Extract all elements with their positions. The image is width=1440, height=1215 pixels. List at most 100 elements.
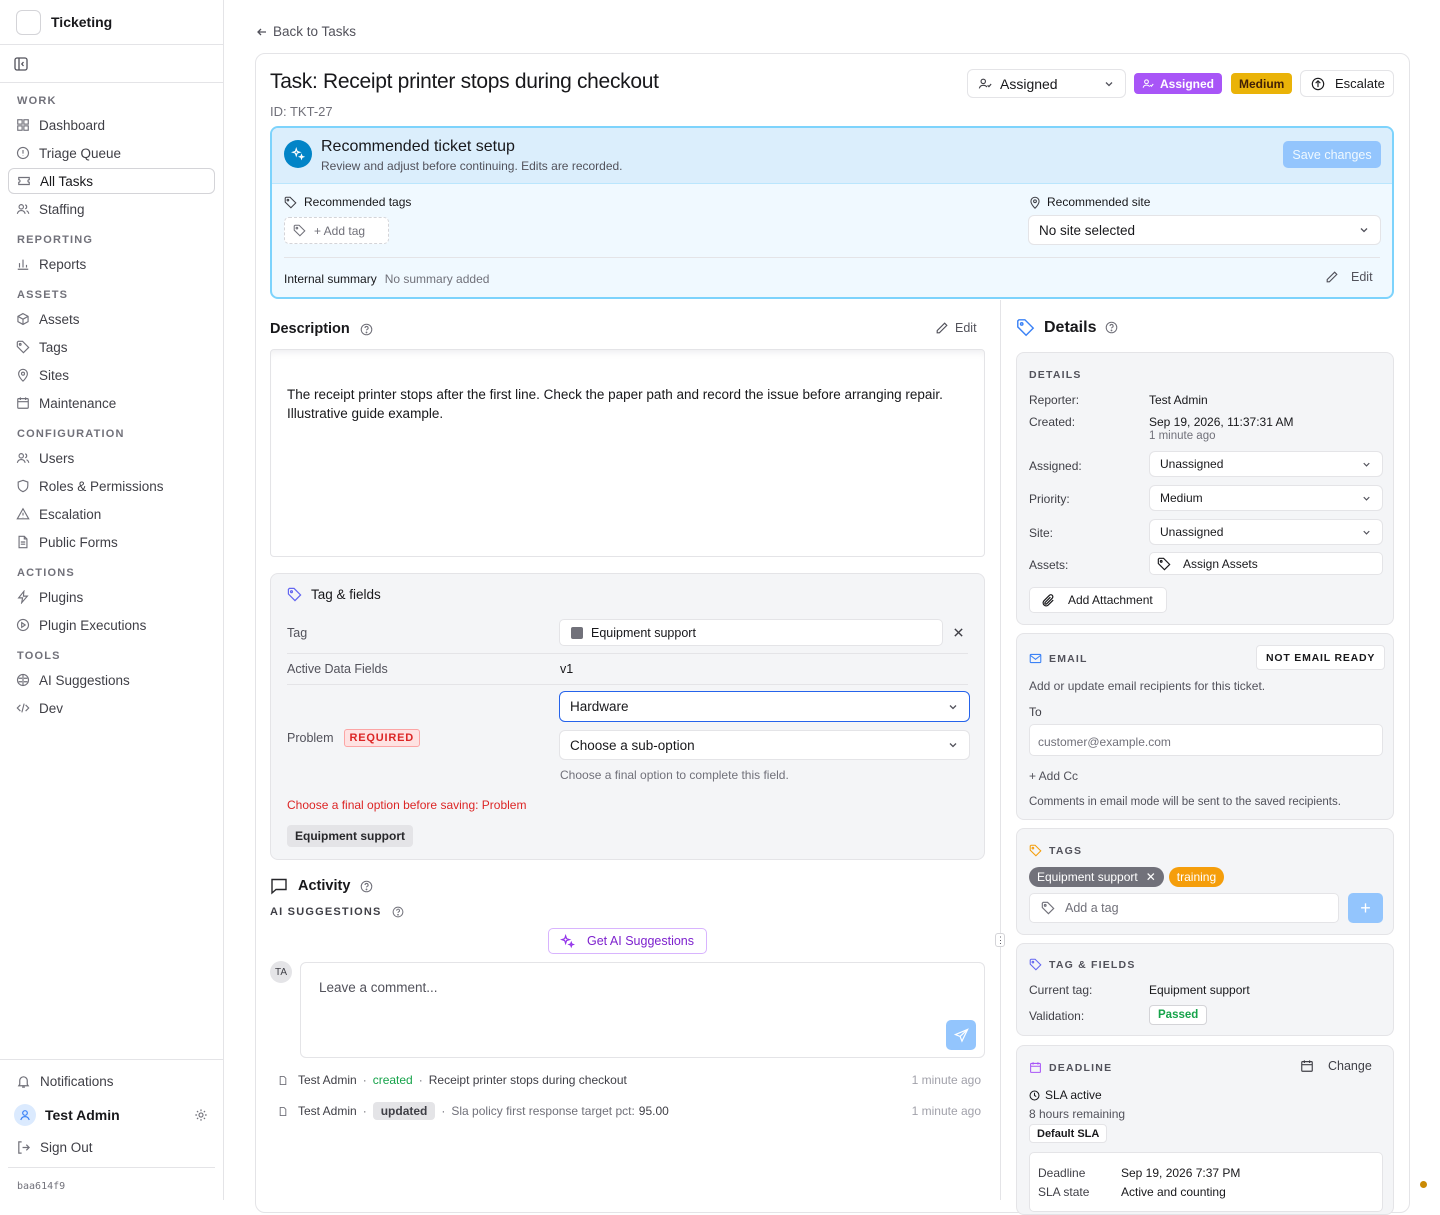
tag-chip: Equipment support — [287, 825, 413, 847]
calendar-icon — [1301, 1060, 1313, 1072]
user-menu[interactable]: Test Admin — [8, 1102, 215, 1128]
sidebar-item-tags[interactable]: Tags — [8, 334, 215, 360]
recommended-tags-header: Recommended tags — [284, 195, 411, 209]
sidebar-item-staffing[interactable]: Staffing — [8, 196, 215, 222]
add-cc-button[interactable]: + Add Cc — [1029, 769, 1079, 783]
sidebar-item-users[interactable]: Users — [8, 445, 215, 471]
activity-title: Activity — [298, 878, 351, 894]
tag-chip-label: Equipment support — [1037, 870, 1138, 884]
nav-section-label: WORK — [17, 95, 57, 107]
remove-tag-icon[interactable]: ✕ — [1145, 870, 1156, 884]
sidebar-item-roles-permissions[interactable]: Roles & Permissions — [8, 473, 215, 499]
required-badge: REQUIRED — [343, 729, 421, 747]
help-icon[interactable] — [360, 323, 373, 336]
help-icon[interactable] — [360, 880, 373, 893]
assigned-select[interactable]: Unassigned — [1149, 451, 1383, 477]
tags-panel: TAGS Equipment support ✕ training Add a … — [1016, 828, 1394, 935]
activity-action: updated — [372, 1102, 436, 1120]
sidebar-item-label: Assets — [39, 311, 80, 327]
sidebar-item-triage-queue[interactable]: Triage Queue — [8, 140, 215, 166]
escalate-button[interactable]: Escalate — [1300, 70, 1394, 97]
sidebar-item-label: Public Forms — [39, 534, 118, 550]
send-button[interactable] — [946, 1020, 976, 1050]
internal-summary-label: Internal summary — [284, 272, 377, 286]
sidebar-item-label: Dashboard — [39, 117, 106, 133]
sidebar-item-dev[interactable]: Dev — [8, 695, 215, 721]
description-edit-button[interactable]: Edit — [935, 321, 977, 335]
sla-state-value: Active and counting — [1121, 1185, 1226, 1199]
recommended-site-header: Recommended site — [1029, 195, 1150, 209]
add-tag-button[interactable]: + Add tag — [284, 217, 389, 244]
save-changes-button[interactable]: Save changes — [1283, 141, 1381, 168]
site-select[interactable]: Unassigned — [1149, 519, 1383, 545]
add-tag-submit-button[interactable]: + — [1348, 893, 1383, 923]
back-link[interactable]: Back to Tasks — [256, 24, 356, 39]
description-edit-label: Edit — [955, 321, 977, 335]
sidebar-toggle-button[interactable] — [0, 45, 223, 83]
deadline-table: Deadline Sep 19, 2026 7:37 PM SLA state … — [1029, 1152, 1383, 1212]
sidebar-item-dashboard[interactable]: Dashboard — [8, 112, 215, 138]
chevron-down-icon — [949, 704, 957, 709]
activity-entry: Test Admin · created · Receipt printer s… — [278, 1071, 981, 1089]
details-section-label: DETAILS — [1029, 369, 1082, 381]
active-fields-value: v1 — [560, 662, 574, 676]
drag-handle-icon[interactable]: ⋮ — [995, 933, 1005, 947]
main-content: Back to Tasks Task: Receipt printer stop… — [224, 0, 1440, 1215]
sidebar-item-all-tasks[interactable]: All Tasks — [8, 168, 215, 194]
created-relative: 1 minute ago — [1149, 430, 1216, 442]
sidebar-item-maintenance[interactable]: Maintenance — [8, 390, 215, 416]
sidebar-item-label: Staffing — [39, 201, 85, 217]
tag-fields-title: Tag & fields — [311, 587, 381, 602]
sla-state-key: SLA state — [1038, 1185, 1090, 1199]
tag-chip-equipment: Equipment support ✕ — [1029, 867, 1164, 887]
change-deadline-button[interactable]: Change — [1300, 1059, 1372, 1073]
sidebar-item-ai-suggestions[interactable]: AI Suggestions — [8, 667, 215, 693]
summary-edit-button[interactable]: Edit — [1325, 270, 1373, 284]
box-icon — [17, 312, 29, 326]
sla-status: SLA active — [1029, 1088, 1102, 1102]
close-icon[interactable] — [953, 627, 964, 638]
email-to-placeholder: customer@example.com — [1038, 735, 1171, 749]
status-select[interactable]: Assigned — [967, 69, 1126, 98]
tag-value-field[interactable]: Equipment support — [559, 619, 943, 646]
tag-fields-header: Tag & fields — [287, 587, 381, 602]
bell-icon — [17, 1075, 30, 1088]
notifications-link[interactable]: Notifications — [8, 1068, 215, 1094]
sign-out-link[interactable]: Sign Out — [8, 1134, 215, 1160]
sidebar-item-reports[interactable]: Reports — [8, 251, 215, 277]
comment-placeholder: Leave a comment... — [319, 980, 438, 995]
paperclip-icon — [1042, 593, 1054, 606]
activity-action: created — [372, 1073, 413, 1087]
get-ai-suggestions-button[interactable]: Get AI Suggestions — [548, 928, 707, 954]
email-to-input[interactable]: customer@example.com — [1029, 724, 1383, 756]
sidebar-collapse-icon — [14, 56, 28, 71]
priority-badge-label: Medium — [1239, 76, 1285, 91]
sub-option-select[interactable]: Choose a sub-option — [559, 730, 970, 760]
sparkles-icon — [284, 140, 312, 168]
sla-remaining: 8 hours remaining — [1029, 1107, 1126, 1121]
gear-icon[interactable] — [194, 1108, 208, 1122]
recommendation-header: Recommended ticket setup Review and adju… — [272, 128, 1392, 184]
add-attachment-button[interactable]: Add Attachment — [1029, 587, 1167, 613]
recommended-site-select[interactable]: No site selected — [1028, 215, 1381, 245]
help-icon[interactable] — [392, 906, 404, 918]
ai-suggestions-header: AI SUGGESTIONS — [270, 906, 404, 918]
sidebar-item-label: Tags — [39, 339, 68, 355]
comment-input[interactable]: Leave a comment... — [300, 962, 985, 1058]
sidebar-item-escalation[interactable]: Escalation — [8, 501, 215, 527]
arrow-left-icon — [257, 28, 266, 35]
created-label: Created: — [1029, 415, 1076, 429]
sidebar-item-sites[interactable]: Sites — [8, 362, 215, 388]
problem-select[interactable]: Hardware — [559, 691, 970, 722]
assign-assets-button[interactable]: Assign Assets — [1149, 552, 1383, 575]
help-icon[interactable] — [1105, 321, 1118, 334]
priority-select[interactable]: Medium — [1149, 485, 1383, 511]
activity-value: 95.00 — [638, 1104, 669, 1118]
sidebar-item-plugins[interactable]: Plugins — [8, 584, 215, 610]
sidebar-item-plugin-executions[interactable]: Plugin Executions — [8, 612, 215, 638]
sidebar-item-assets[interactable]: Assets — [8, 306, 215, 332]
add-tag-input[interactable]: Add a tag — [1029, 893, 1339, 923]
sidebar-item-public-forms[interactable]: Public Forms — [8, 529, 215, 555]
tag-icon — [1029, 958, 1042, 971]
panel-resize-handle[interactable] — [1000, 300, 1001, 1200]
